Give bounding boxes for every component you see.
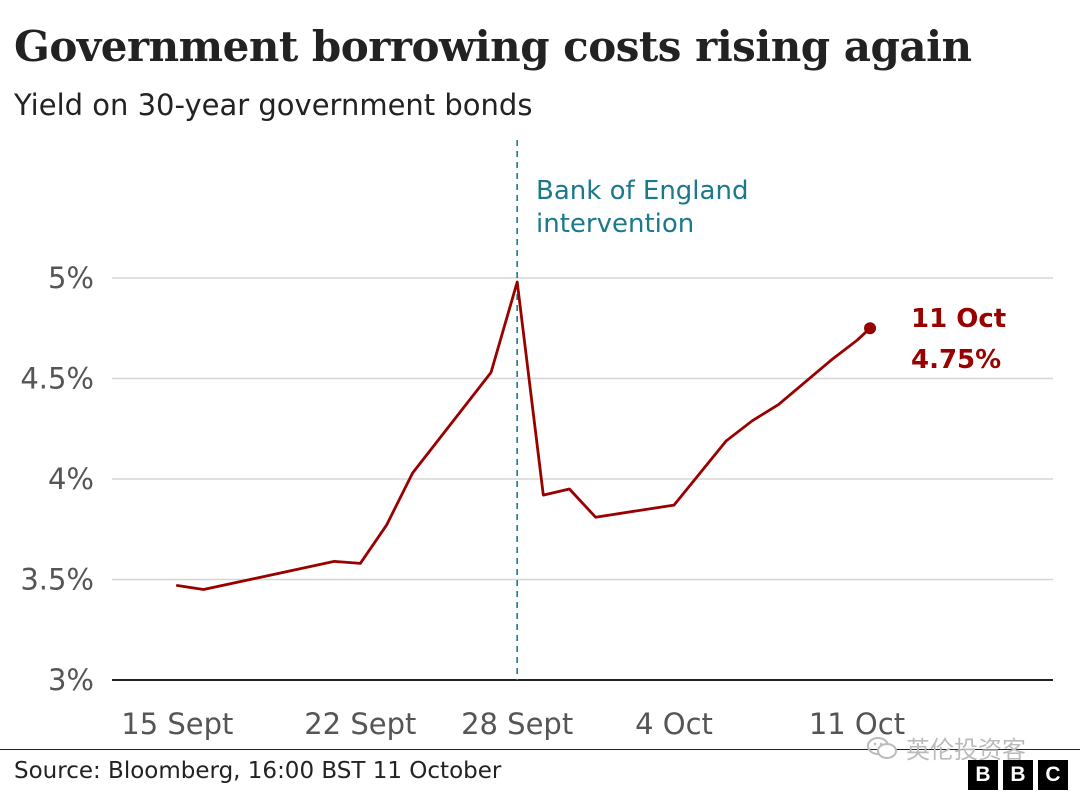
y-tick-label: 4% <box>48 462 94 496</box>
endpoint-value-label: 4.75% <box>911 345 1001 375</box>
bbc-logo-letter: B <box>968 760 998 790</box>
x-tick-label: 28 Sept <box>461 707 573 741</box>
intervention-label-line2: intervention <box>536 209 694 239</box>
watermark-text: 英伦投资客 <box>906 736 1026 764</box>
chart-subtitle: Yield on 30-year government bonds <box>14 88 533 122</box>
y-tick-label: 5% <box>48 261 94 295</box>
y-tick-label: 4.5% <box>20 362 94 396</box>
x-tick-label: 15 Sept <box>121 707 233 741</box>
source-note: Source: Bloomberg, 16:00 BST 11 October <box>14 758 502 784</box>
endpoint-marker <box>864 322 877 335</box>
bbc-logo-letter: B <box>1003 760 1033 790</box>
bbc-logo-letter: C <box>1038 760 1068 790</box>
intervention-label-line1: Bank of England <box>536 176 748 206</box>
watermark: 英伦投资客 <box>866 730 1026 765</box>
y-tick-label: 3.5% <box>20 563 94 597</box>
yield-series-line <box>175 280 872 591</box>
chart-title: Government borrowing costs rising again <box>14 22 972 71</box>
bbc-logo: B B C <box>968 760 1068 790</box>
x-tick-label: 4 Oct <box>635 707 713 741</box>
footer-divider <box>0 749 1080 750</box>
x-tick-label: 22 Sept <box>304 707 416 741</box>
wechat-icon <box>867 736 897 759</box>
x-tick-label: 11 Oct <box>809 707 905 741</box>
y-tick-label: 3% <box>48 663 94 697</box>
endpoint-date-label: 11 Oct <box>911 304 1006 334</box>
